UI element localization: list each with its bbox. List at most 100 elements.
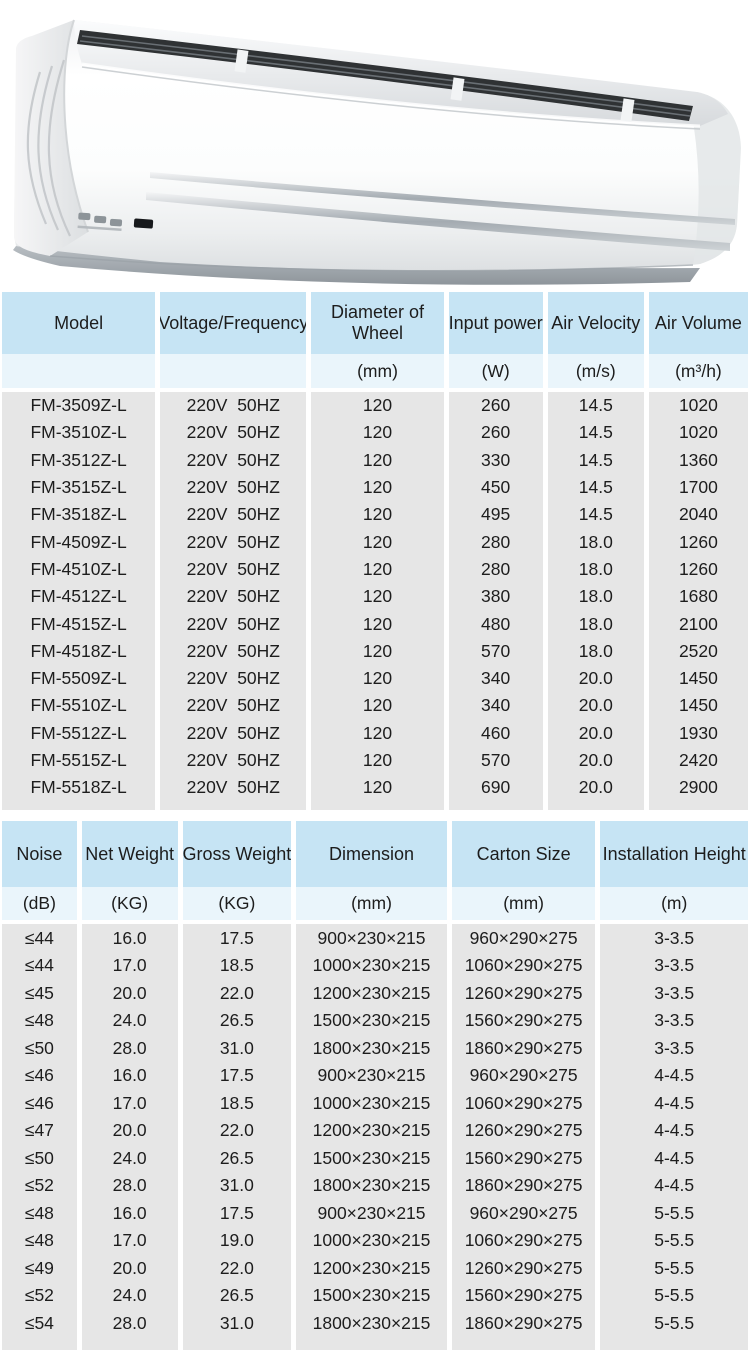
table-cell: 20.0 (81, 979, 178, 1007)
table-cell: FM-5518Z-L (2, 774, 156, 802)
table-spacer (2, 1336, 77, 1350)
table-cell: 24.0 (81, 1006, 178, 1035)
table-cell: 14.5 (547, 501, 644, 529)
table-cell: 5-5.5 (600, 1281, 748, 1310)
table-cell: 220V 50HZ (160, 555, 307, 584)
table-cell: ≤50 (2, 1034, 77, 1062)
table-cell: ≤48 (2, 1226, 77, 1255)
table-cell: 220V 50HZ (160, 583, 307, 611)
table-cell: 18.0 (547, 583, 644, 611)
table-cell: 14.5 (547, 392, 644, 420)
grille-divider (450, 77, 465, 101)
table-cell: FM-4509Z-L (2, 528, 156, 556)
table-cell: 24.0 (81, 1144, 178, 1172)
table-cell: 280 (448, 528, 543, 556)
table-cell: 1560×290×275 (451, 1281, 596, 1310)
table-cell: 3-3.5 (600, 924, 748, 952)
column-header-net-weight: Net Weight (81, 821, 178, 888)
table-cell: 20.0 (547, 692, 644, 720)
table-cell: 4-4.5 (600, 1171, 748, 1200)
table-cell: 5-5.5 (600, 1254, 748, 1282)
table-cell: 14.5 (547, 419, 644, 447)
table-cell: 1020 (648, 419, 748, 447)
table-cell: 28.0 (81, 1171, 178, 1200)
column-header-air-velocity: Air Velocity (547, 292, 644, 354)
table-cell: 120 (311, 692, 444, 720)
table-cell: 2900 (648, 774, 748, 802)
control-button (109, 218, 123, 227)
table-cell: 120 (311, 583, 444, 611)
table-cell: 18.5 (182, 951, 292, 980)
table-cell: 1860×290×275 (451, 1309, 596, 1337)
unit-label (160, 354, 307, 388)
table-cell: ≤50 (2, 1144, 77, 1172)
table-cell: 1700 (648, 473, 748, 502)
table-cell: 120 (311, 473, 444, 502)
column-header-model: Model (2, 292, 156, 354)
table-cell: FM-4512Z-L (2, 583, 156, 611)
table-cell: 1060×290×275 (451, 951, 596, 980)
table-cell: 31.0 (182, 1309, 292, 1337)
table-cell: 18.0 (547, 610, 644, 638)
table-cell: 20.0 (547, 774, 644, 802)
table-cell: 5-5.5 (600, 1309, 748, 1337)
table-cell: 18.5 (182, 1089, 292, 1117)
table-cell: 220V 50HZ (160, 446, 307, 474)
table-cell: 14.5 (547, 473, 644, 502)
table-cell: 18.0 (547, 637, 644, 665)
table-cell: 1000×230×215 (296, 951, 447, 980)
trim-strip-lower (146, 192, 730, 251)
table-cell: 960×290×275 (451, 1199, 596, 1227)
table-cell: 960×290×275 (451, 1061, 596, 1090)
intake-grille (77, 30, 693, 121)
table-cell: FM-3518Z-L (2, 501, 156, 529)
table-cell: 460 (448, 719, 543, 747)
table-cell: 220V 50HZ (160, 392, 307, 420)
table-cell: 20.0 (547, 746, 644, 775)
table-cell: 1860×290×275 (451, 1034, 596, 1062)
table-cell: FM-5510Z-L (2, 692, 156, 720)
table-cell: 2100 (648, 610, 748, 638)
table-cell: ≤47 (2, 1116, 77, 1145)
table-cell: 330 (448, 446, 543, 474)
weight-table: Noise Net Weight Gross Weight Dimension … (2, 821, 748, 1350)
table-cell: 220V 50HZ (160, 637, 307, 665)
table-cell: FM-3512Z-L (2, 446, 156, 474)
table-cell: 1060×290×275 (451, 1089, 596, 1117)
table-cell: 120 (311, 528, 444, 556)
spec-table: Model Voltage/Frequency Diameter of Whee… (2, 292, 748, 811)
table-cell: 495 (448, 501, 543, 529)
weight-table-header: Noise Net Weight Gross Weight Dimension … (2, 821, 748, 921)
table-cell: 2520 (648, 637, 748, 665)
table-cell: 120 (311, 637, 444, 665)
table-cell: 1450 (648, 664, 748, 693)
table-cell: ≤52 (2, 1171, 77, 1200)
table-cell: ≤44 (2, 924, 77, 952)
table-cell: 5-5.5 (600, 1199, 748, 1227)
table-cell: FM-5512Z-L (2, 719, 156, 747)
table-cell: 1200×230×215 (296, 979, 447, 1007)
table-cell: 3-3.5 (600, 951, 748, 980)
table-spacer (311, 801, 444, 811)
table-cell: 20.0 (547, 719, 644, 747)
table-cell: FM-5509Z-L (2, 664, 156, 693)
table-cell: 1680 (648, 583, 748, 611)
column-header-air-volume: Air Volume (648, 292, 748, 354)
column-header-diameter-of-wheel: Diameter of Wheel (311, 292, 444, 354)
table-cell: 340 (448, 692, 543, 720)
air-curtain-illustration (13, 19, 741, 285)
table-cell: 1000×230×215 (296, 1089, 447, 1117)
column-header-noise: Noise (2, 821, 77, 888)
table-cell: 17.5 (182, 924, 292, 952)
table-cell: 17.0 (81, 1089, 178, 1117)
table-cell: 5-5.5 (600, 1226, 748, 1255)
table-cell: 20.0 (81, 1116, 178, 1145)
unit-label (2, 354, 156, 388)
column-header-voltage-frequency: Voltage/Frequency (160, 292, 307, 354)
table-cell: 2040 (648, 501, 748, 529)
table-cell: 18.0 (547, 528, 644, 556)
table-cell: 16.0 (81, 1061, 178, 1090)
table-cell: 24.0 (81, 1281, 178, 1310)
ir-receiver (133, 218, 154, 229)
